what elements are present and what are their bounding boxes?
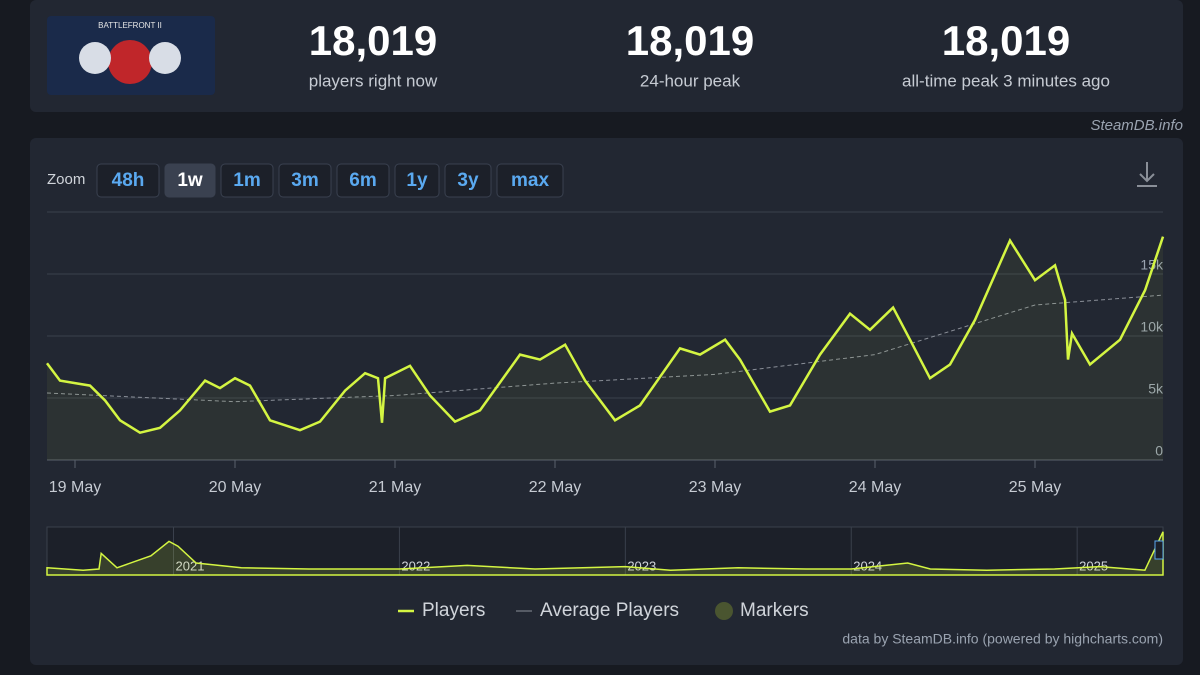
zoom-button-label[interactable]: max [511, 170, 549, 191]
zoom-button-label[interactable]: 1y [406, 170, 428, 191]
y-tick-label: 5k [1148, 381, 1164, 397]
zoom-button[interactable] [220, 163, 274, 198]
zoom-label: Zoom [47, 171, 85, 188]
zoom-button[interactable] [164, 163, 216, 198]
stat-label: players right now [309, 71, 438, 90]
navigator-line [46, 531, 1164, 576]
y-tick-label: 10k [1140, 319, 1164, 335]
legend-label[interactable]: Players [422, 600, 485, 621]
zoom-button-label[interactable]: 3y [457, 170, 479, 191]
zoom-button-label[interactable]: 3m [291, 170, 318, 191]
stat-value: 18,019 [626, 17, 754, 64]
zoom-button[interactable] [336, 163, 390, 198]
stats-panel [30, 0, 1183, 112]
x-tick-label: 23 May [689, 479, 741, 496]
navigator-label: 2021 [176, 558, 205, 573]
y-tick-label: 0 [1155, 443, 1163, 459]
stat-label: all-time peak 3 minutes ago [902, 71, 1110, 90]
series-line [46, 294, 1164, 403]
download-icon[interactable] [1137, 162, 1157, 187]
navigator-label: 2022 [401, 558, 430, 573]
game-thumbnail: BATTLEFRONT II [47, 16, 215, 95]
navigator-handle[interactable] [1154, 540, 1164, 560]
stat-value: 18,019 [942, 17, 1070, 64]
zoom-button[interactable] [394, 163, 440, 198]
zoom-button-label[interactable]: 48h [112, 170, 145, 191]
x-tick-label: 19 May [49, 479, 101, 496]
legend-label[interactable]: Markers [740, 600, 809, 621]
legend-swatch[interactable] [715, 602, 733, 620]
navigator-label: 2024 [853, 558, 882, 573]
navigator-label: 2023 [627, 558, 656, 573]
x-tick-label: 21 May [369, 479, 421, 496]
navigator-label: 2025 [1079, 558, 1108, 573]
series-line [46, 236, 1165, 435]
zoom-button[interactable] [496, 163, 564, 198]
zoom-button[interactable] [444, 163, 492, 198]
credit-top: SteamDB.info [1090, 117, 1183, 134]
x-tick-label: 20 May [209, 479, 261, 496]
zoom-button-label[interactable]: 1w [177, 170, 203, 191]
svg-text:BATTLEFRONT II: BATTLEFRONT II [98, 21, 162, 30]
chart-credit: data by SteamDB.info (powered by highcha… [842, 631, 1163, 647]
zoom-button[interactable] [278, 163, 332, 198]
zoom-button[interactable] [96, 163, 160, 198]
zoom-button-label[interactable]: 6m [349, 170, 376, 191]
stat-value: 18,019 [309, 17, 437, 64]
y-tick-label: 15k [1140, 257, 1164, 273]
x-tick-label: 24 May [849, 479, 901, 496]
x-tick-label: 25 May [1009, 479, 1061, 496]
stat-label: 24-hour peak [640, 71, 741, 90]
zoom-button-label[interactable]: 1m [233, 170, 260, 191]
players-area [47, 236, 1163, 460]
x-tick-label: 22 May [529, 479, 581, 496]
legend-label[interactable]: Average Players [540, 600, 679, 621]
